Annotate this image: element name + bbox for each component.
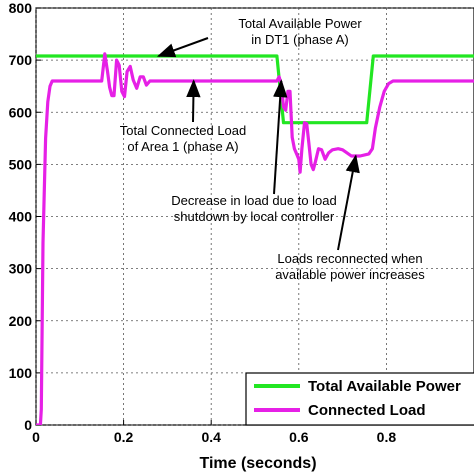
legend: Total Available Power Connected Load <box>245 372 474 426</box>
annotation-text: Loads reconnected when <box>277 251 422 266</box>
x-tick-label: 0.8 <box>377 429 397 445</box>
y-tick-label: 600 <box>9 104 33 120</box>
annotation-arrow <box>337 154 360 251</box>
x-tick-label: 0.4 <box>201 429 221 445</box>
y-tick-label: 700 <box>9 52 33 68</box>
y-tick-label: 800 <box>9 0 33 16</box>
connected-load-line <box>36 52 474 425</box>
annotation-text: of Area 1 (phase A) <box>127 139 238 154</box>
x-tick-label: 0.2 <box>114 429 134 445</box>
y-tick-label: 400 <box>9 209 33 225</box>
legend-label-connected-load: Connected Load <box>308 402 426 419</box>
annotation-arrow <box>156 37 209 58</box>
y-tick-label: 200 <box>9 313 33 329</box>
tick-labels: 0 0.2 0.4 0.6 0.8 0 100 200 300 400 500 600 700 800 <box>9 0 397 445</box>
annotation-text: Total Connected Load <box>120 123 246 138</box>
annotation-arrow <box>273 79 288 195</box>
y-tick-label: 0 <box>24 417 32 433</box>
x-axis-title: Time (seconds) <box>199 455 316 472</box>
legend-label-available-power: Total Available Power <box>308 378 461 395</box>
series-layer <box>36 52 474 425</box>
annotation-text: Decrease in load due to load <box>171 193 337 208</box>
annotation-text: Total Available Power <box>238 16 362 31</box>
y-tick-label: 500 <box>9 156 33 172</box>
x-tick-label: 0 <box>32 429 40 445</box>
y-tick-label: 100 <box>9 365 33 381</box>
available-power-line <box>36 54 474 125</box>
annotation-text: in DT1 (phase A) <box>251 32 349 47</box>
annotation-text: available power increases <box>275 267 425 282</box>
y-tick-label: 300 <box>9 261 33 277</box>
legend-box <box>245 372 474 426</box>
annotation-text: shutdown by local controller <box>174 209 335 224</box>
x-tick-label: 0.6 <box>289 429 309 445</box>
annotation-arrow <box>186 79 201 123</box>
